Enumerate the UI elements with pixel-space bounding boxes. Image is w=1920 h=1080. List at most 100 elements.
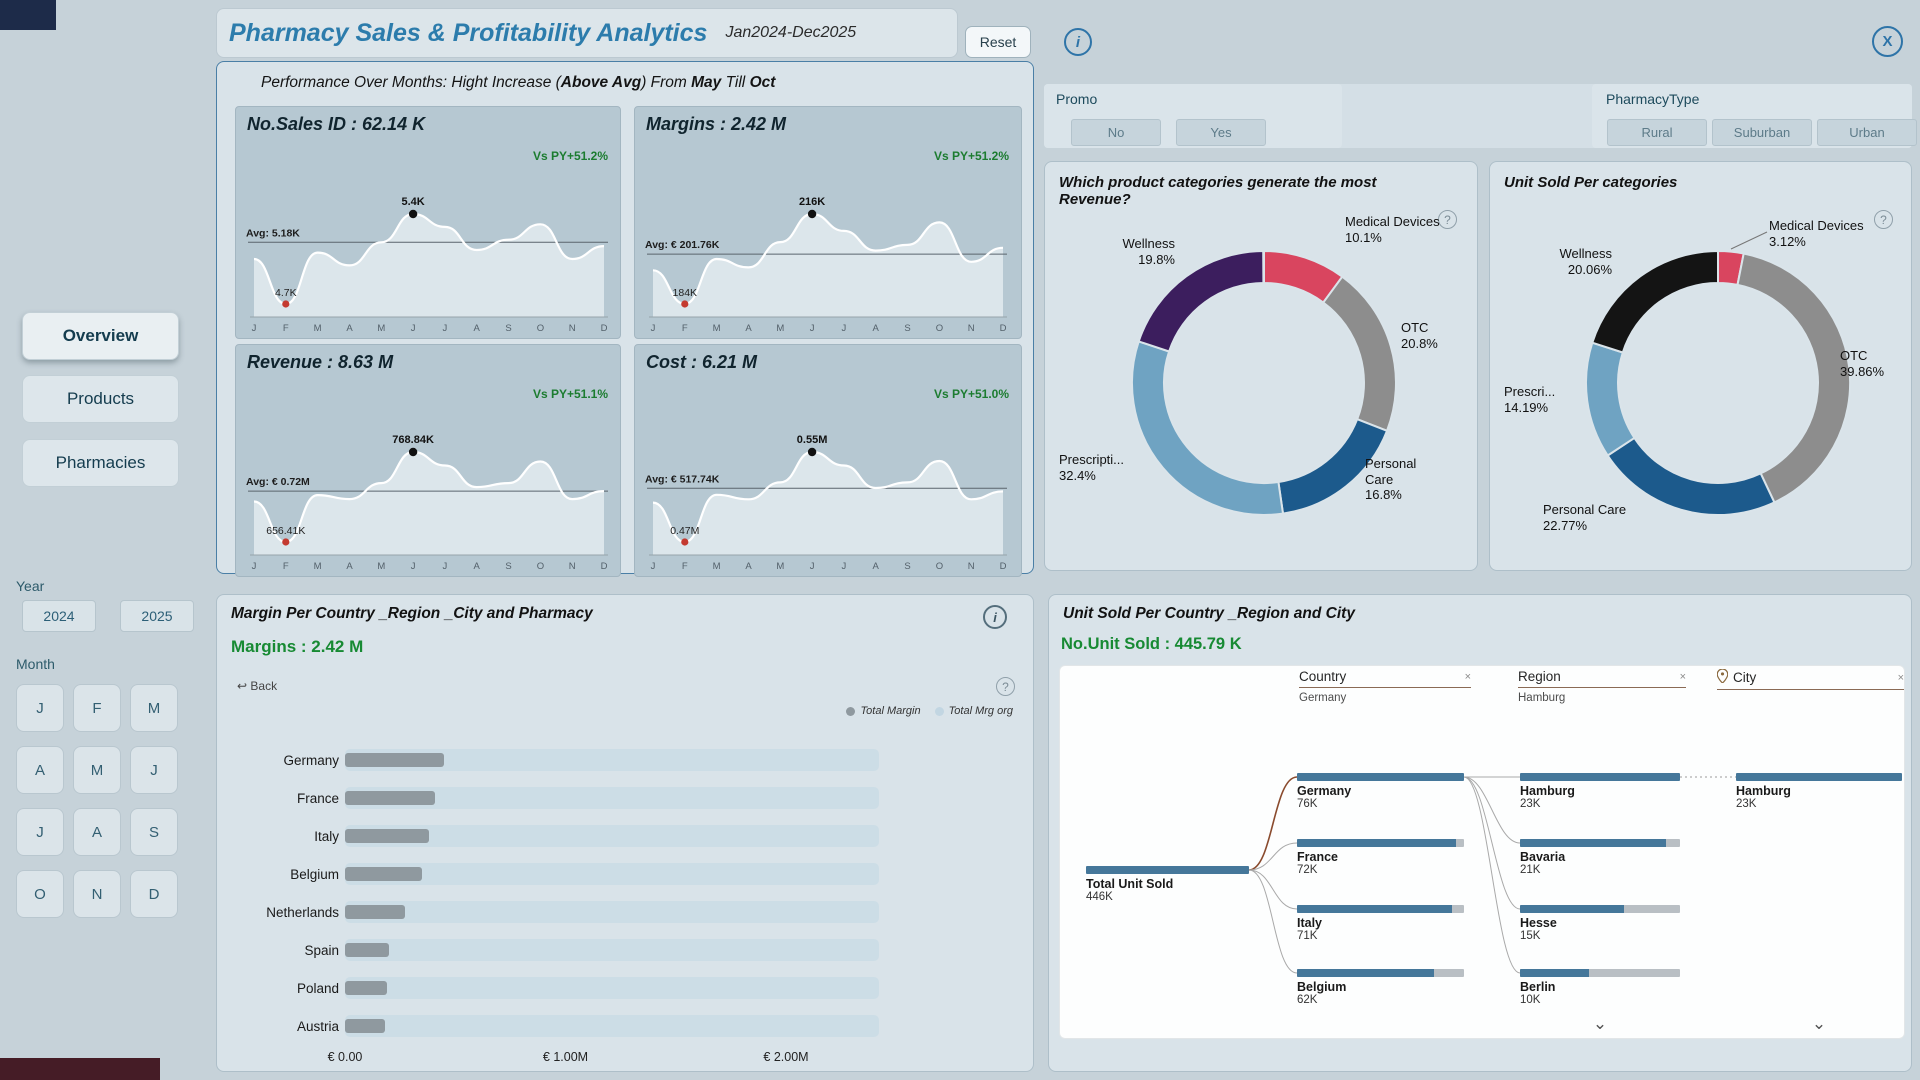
donut-slice-otc[interactable]	[1736, 252, 1852, 504]
month-button-10[interactable]: O	[16, 870, 64, 918]
svg-text:768.84K: 768.84K	[392, 434, 434, 446]
expand-region-chevron-icon[interactable]: ⌄	[1586, 1015, 1614, 1033]
back-button[interactable]: ↩ Back	[237, 679, 277, 693]
month-button-6[interactable]: J	[130, 746, 178, 794]
donut-slice-prescripti-[interactable]	[1131, 340, 1285, 516]
pharmacy-type-option-rural[interactable]: Rural	[1607, 119, 1707, 146]
bar-netherlands[interactable]	[345, 900, 890, 924]
help-icon[interactable]: ?	[1874, 210, 1893, 229]
tree-node-region-berlin[interactable]: Berlin 10K	[1520, 969, 1680, 1006]
month-button-9[interactable]: S	[130, 808, 178, 856]
bar-category-label: Austria	[296, 1018, 339, 1034]
svg-text:4.7K: 4.7K	[275, 287, 297, 299]
kpi-sparkline: Avg: € 201.76K 216K 184K J F M A M J J A S O N D	[645, 196, 1007, 334]
bar-belgium[interactable]	[345, 862, 890, 886]
tree-node-country-belgium[interactable]: Belgium 62K	[1297, 969, 1464, 1006]
tree-node-region-hamburg[interactable]: Hamburg 23K	[1520, 773, 1680, 810]
tree-node-total-unit-sold[interactable]: Total Unit Sold 446K	[1086, 866, 1249, 903]
tree-node-country-france[interactable]: France 72K	[1297, 839, 1464, 876]
svg-text:Avg: 5.18K: Avg: 5.18K	[246, 227, 300, 239]
donut-units-donut[interactable]	[1578, 243, 1858, 523]
clear-filter-icon[interactable]: ×	[1679, 670, 1686, 683]
month-button-2[interactable]: F	[73, 684, 121, 732]
month-button-11[interactable]: N	[73, 870, 121, 918]
month-button-5[interactable]: M	[73, 746, 121, 794]
filter-field-city[interactable]: City ×	[1716, 668, 1904, 694]
tree-node-region-bavaria[interactable]: Bavaria 21K	[1520, 839, 1680, 876]
back-arrow-icon: ↩	[237, 679, 248, 693]
svg-text:A: A	[745, 323, 752, 334]
kpi-card-kpi-cost[interactable]: Cost : 6.21 M Vs PY+51.0% Avg: € 517.74K 0.…	[634, 344, 1022, 577]
donut-label-otc[interactable]: OTC 39.86%	[1840, 348, 1885, 379]
donut-label-prescripti-[interactable]: Prescripti... 32.4%	[1059, 452, 1125, 483]
svg-text:J: J	[810, 323, 815, 334]
bar-poland[interactable]	[345, 976, 890, 1000]
bar-austria[interactable]	[345, 1014, 890, 1038]
svg-text:O: O	[936, 323, 943, 334]
legend-item-total-mrg-org[interactable]: Total Mrg org	[934, 705, 1013, 717]
kpi-sparkline: Avg: € 0.72M 768.84K 656.41K J F M A M J J A S O N D	[246, 434, 608, 572]
reset-button[interactable]: Reset	[965, 26, 1031, 58]
kpi-card-kpi-margins[interactable]: Margins : 2.42 M Vs PY+51.2% Avg: € 201.76…	[634, 106, 1022, 339]
tree-node-city-hamburg[interactable]: Hamburg 23K	[1736, 773, 1902, 810]
bar-france[interactable]	[345, 786, 890, 810]
donut-label-prescri-[interactable]: Prescri... 14.19%	[1504, 384, 1556, 415]
promo-option-no[interactable]: No	[1071, 119, 1161, 146]
month-button-12[interactable]: D	[130, 870, 178, 918]
clear-filter-icon[interactable]: ×	[1897, 671, 1904, 684]
year-button-2024[interactable]: 2024	[22, 600, 96, 632]
donut-slice-wellness[interactable]	[1591, 249, 1719, 354]
tree-node-region-hesse[interactable]: Hesse 15K	[1520, 905, 1680, 942]
info-icon[interactable]: i	[1064, 28, 1092, 56]
tree-node-bar	[1086, 866, 1249, 874]
tree-node-bar	[1520, 905, 1680, 913]
info-icon[interactable]: i	[983, 605, 1007, 629]
kpi-card-kpi-revenue[interactable]: Revenue : 8.63 M Vs PY+51.1% Avg: € 0.72M 7…	[235, 344, 621, 577]
legend-item-total-margin[interactable]: Total Margin	[846, 705, 921, 717]
kpi-card-kpi-sales[interactable]: No.Sales ID : 62.14 K Vs PY+51.2% Avg: 5.1…	[235, 106, 621, 339]
donut-revenue-donut[interactable]	[1124, 243, 1404, 523]
donut-label-personal-care[interactable]: Personal Care 22.77%	[1543, 502, 1627, 533]
tree-node-country-italy[interactable]: Italy 71K	[1297, 905, 1464, 942]
tree-node-country-germany[interactable]: Germany 76K	[1297, 773, 1464, 810]
donut-label-wellness[interactable]: Wellness 19.8%	[1122, 236, 1175, 267]
legend-dot-icon	[846, 706, 856, 716]
month-button-7[interactable]: J	[16, 808, 64, 856]
svg-text:O: O	[537, 561, 544, 572]
bar-total-margin	[345, 791, 435, 805]
filter-field-region[interactable]: Region × Hamburg	[1518, 669, 1686, 704]
pharmacy-type-option-suburban[interactable]: Suburban	[1712, 119, 1812, 146]
unit-sold-tree-panel: Unit Sold Per Country _Region and City N…	[1048, 594, 1912, 1072]
clear-filter-icon[interactable]: ×	[1464, 670, 1471, 683]
donut-label-wellness[interactable]: Wellness 20.06%	[1559, 246, 1612, 277]
year-button-2025[interactable]: 2025	[120, 600, 194, 632]
month-button-8[interactable]: A	[73, 808, 121, 856]
donut-label-medical-devices[interactable]: Medical Devices 3.12%	[1769, 218, 1864, 249]
donut-label-otc[interactable]: OTC 20.8%	[1401, 320, 1438, 351]
sidebar-item-products[interactable]: Products	[22, 375, 179, 423]
sidebar-item-pharmacies[interactable]: Pharmacies	[22, 439, 179, 487]
bar-germany[interactable]	[345, 748, 890, 772]
donut-slice-otc[interactable]	[1321, 275, 1397, 433]
month-button-3[interactable]: M	[130, 684, 178, 732]
donut-slice-prescri-[interactable]	[1585, 341, 1636, 457]
donut-label-medical-devices[interactable]: Medical Devices 10.1%	[1345, 214, 1440, 245]
month-button-1[interactable]: J	[16, 684, 64, 732]
pharmacy-type-option-urban[interactable]: Urban	[1817, 119, 1917, 146]
expand-city-chevron-icon[interactable]: ⌄	[1805, 1015, 1833, 1033]
tree-node-bar	[1297, 839, 1464, 847]
performance-panel: Performance Over Months: Hight Increase …	[216, 61, 1034, 577]
bar-italy[interactable]	[345, 824, 890, 848]
donut-label-personal-care[interactable]: Personal Care 16.8%	[1365, 456, 1417, 503]
svg-text:F: F	[682, 561, 688, 572]
promo-option-yes[interactable]: Yes	[1176, 119, 1266, 146]
sidebar-item-overview[interactable]: Overview	[22, 312, 179, 360]
donut-slice-wellness[interactable]	[1137, 249, 1265, 353]
bar-spain[interactable]	[345, 938, 890, 962]
month-button-4[interactable]: A	[16, 746, 64, 794]
help-icon[interactable]: ?	[1438, 210, 1457, 229]
filter-field-country[interactable]: Country × Germany	[1299, 669, 1471, 704]
svg-text:M: M	[377, 323, 385, 334]
help-icon[interactable]: ?	[996, 677, 1015, 696]
close-icon[interactable]: X	[1872, 26, 1903, 57]
